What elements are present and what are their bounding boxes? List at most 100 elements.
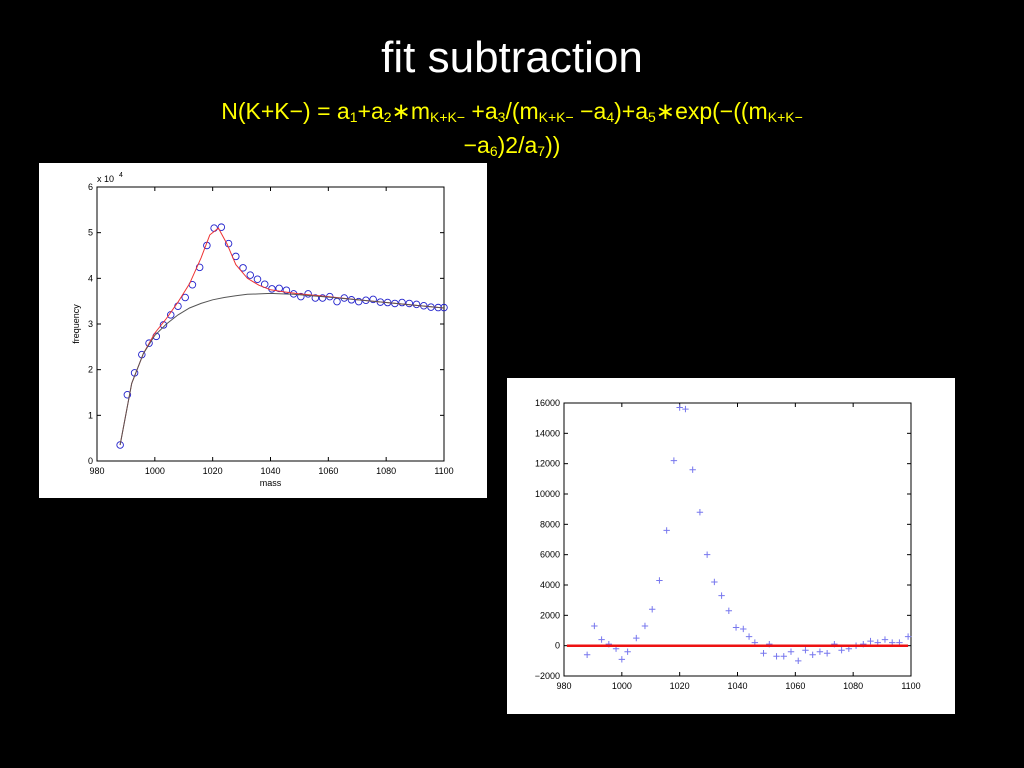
formula-text: )+a xyxy=(614,98,648,124)
data-point xyxy=(780,653,787,660)
data-point xyxy=(239,264,247,272)
y-tick-label: 10000 xyxy=(535,489,560,499)
fit-chart: 980 1000 1020 1040 1060 1080 1100 0 1 2 3 4 5 6 mass fr… xyxy=(71,172,454,488)
formula-text: )) xyxy=(545,132,561,158)
data-point xyxy=(641,622,649,630)
data-point xyxy=(145,339,153,347)
formula-text: /(m xyxy=(505,98,539,124)
data-point xyxy=(304,290,312,298)
data-point xyxy=(682,405,689,413)
data-point xyxy=(795,657,802,665)
data-point xyxy=(689,466,696,473)
y-tick-label: 1 xyxy=(88,410,93,420)
y-axis-label: frequency xyxy=(71,304,81,344)
x-tick-label: 1060 xyxy=(318,466,338,476)
y-multiplier-label: x 10 xyxy=(97,174,114,184)
data-point xyxy=(275,284,283,293)
x-tick-label: 1000 xyxy=(612,681,632,691)
data-point xyxy=(802,647,809,654)
chart-fit-panel: 980 1000 1020 1040 1060 1080 1100 0 1 2 3 4 5 6 mass fr… xyxy=(39,163,487,498)
subtracted-chart: 980 1000 1020 1040 1060 1080 1100 −2000 0 2000 400… xyxy=(535,398,921,691)
formula-subscript: 7 xyxy=(537,143,546,159)
formula-text: ∗m xyxy=(391,98,430,124)
data-point xyxy=(591,622,598,630)
data-point xyxy=(633,634,640,642)
formula-subscript: 2 xyxy=(383,109,392,125)
data-point xyxy=(816,648,824,655)
y-tick-label: 4 xyxy=(88,273,93,283)
x-tick-label: 1020 xyxy=(670,681,690,691)
data-point xyxy=(740,625,747,633)
background-curve xyxy=(119,292,445,446)
data-point xyxy=(116,441,124,449)
data-point xyxy=(253,275,262,283)
x-tick-label: 1000 xyxy=(145,466,165,476)
formula-text: )2/a xyxy=(497,132,538,158)
data-point xyxy=(760,650,767,657)
formula-line-1: N(K+K−) = a1+a2∗mK+K− +a3/(mK+K− −a4)+a5… xyxy=(140,94,884,128)
x-tick-label: 1080 xyxy=(843,681,863,691)
y-multiplier-exponent: 4 xyxy=(119,172,123,179)
data-point xyxy=(318,294,327,302)
y-tick-label: 8000 xyxy=(540,519,560,529)
y-tick-label: 6000 xyxy=(540,550,560,560)
data-point xyxy=(297,292,305,301)
formula-subscript: K+K− xyxy=(538,109,574,125)
data-point xyxy=(725,607,733,614)
data-point xyxy=(618,656,626,663)
data-point xyxy=(412,300,421,309)
y-tick-label: 6 xyxy=(88,182,93,192)
data-point xyxy=(904,633,912,640)
data-point xyxy=(354,297,363,306)
formula-subscript: 3 xyxy=(497,109,506,125)
y-tick-label: 12000 xyxy=(535,459,560,469)
data-point xyxy=(745,633,753,640)
formula-text: −a xyxy=(463,132,490,158)
data-point xyxy=(333,297,341,306)
data-point xyxy=(181,293,189,302)
data-point xyxy=(787,648,795,655)
y-tick-label: 4000 xyxy=(540,580,560,590)
formula-subscript: 1 xyxy=(349,109,358,125)
data-point xyxy=(696,509,704,516)
data-point xyxy=(624,648,631,655)
data-point xyxy=(676,404,683,411)
fit-curve xyxy=(119,227,445,446)
data-point xyxy=(711,578,718,586)
data-point xyxy=(670,457,678,464)
formula-text: +a xyxy=(465,98,498,124)
data-point xyxy=(123,391,132,399)
formula-text: +a xyxy=(357,98,384,124)
data-point xyxy=(838,647,845,654)
data-point xyxy=(809,651,816,658)
data-point xyxy=(217,223,226,231)
y-tick-label: 3 xyxy=(88,319,93,329)
x-tick-label: 1080 xyxy=(376,466,396,476)
y-tick-label: 2 xyxy=(88,365,93,375)
x-tick-label: 1040 xyxy=(727,681,747,691)
data-point xyxy=(718,592,725,599)
data-point xyxy=(648,606,656,613)
formula-subscript: 4 xyxy=(606,109,615,125)
data-point xyxy=(246,271,255,279)
data-point xyxy=(369,295,377,304)
data-point xyxy=(703,551,711,558)
data-point xyxy=(311,294,320,302)
formula-subscript: 6 xyxy=(489,143,498,159)
y-tick-label: 5 xyxy=(88,228,93,238)
x-tick-label: 1060 xyxy=(785,681,805,691)
data-point xyxy=(282,286,291,294)
data-point xyxy=(583,651,591,658)
x-tick-label: 1040 xyxy=(260,466,280,476)
y-tick-label: −2000 xyxy=(535,671,560,681)
data-point xyxy=(881,636,889,643)
formula-subscript: K+K− xyxy=(429,109,466,125)
y-tick-label: 0 xyxy=(555,641,560,651)
plot-frame xyxy=(563,402,912,677)
fit-formula: N(K+K−) = a1+a2∗mK+K− +a3/(mK+K− −a4)+a5… xyxy=(140,94,884,162)
data-point xyxy=(398,298,406,307)
data-point xyxy=(732,624,740,631)
y-tick-label: 0 xyxy=(88,456,93,466)
slide-title: fit subtraction xyxy=(381,33,643,82)
data-point xyxy=(210,224,218,232)
